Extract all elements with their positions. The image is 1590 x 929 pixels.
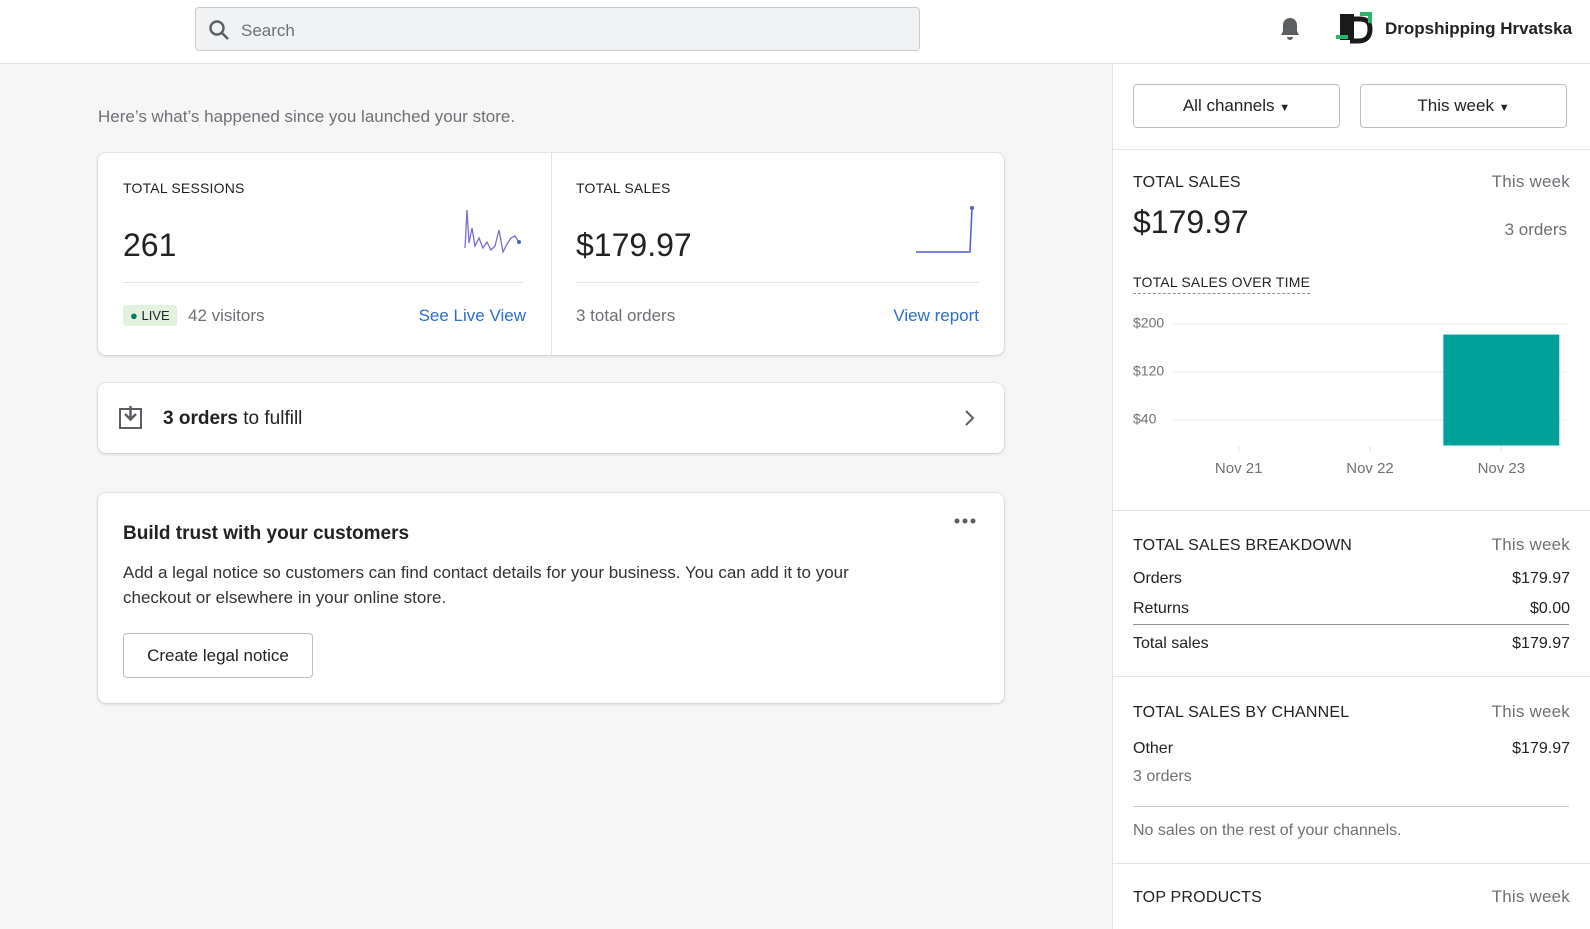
divider [1113, 676, 1590, 677]
visitors-text: 42 visitors [188, 306, 265, 325]
sessions-label: TOTAL SESSIONS [123, 180, 245, 196]
sessions-sparkline [464, 209, 521, 255]
channel-amount: $179.97 [1512, 740, 1570, 757]
sidebar: All channels ▼ This week ▼ TOTAL SALES Th… [1112, 64, 1590, 929]
search-bar[interactable]: Search [195, 7, 920, 51]
breakdown-row: Returns $0.00 [1133, 600, 1570, 618]
channel-header: TOTAL SALES BY CHANNEL This week [1133, 702, 1570, 722]
divider [1113, 510, 1590, 511]
channel-note: No sales on the rest of your channels. [1133, 822, 1402, 839]
top-bar: Search Dropshipping Hrvatska [0, 0, 1590, 64]
live-text: LIVE [141, 308, 170, 323]
breakdown-row: Orders $179.97 [1133, 570, 1570, 588]
period: This week [1491, 535, 1570, 554]
row-value: $179.97 [1512, 570, 1570, 587]
fulfill-text: 3 orders to fulfill [163, 408, 302, 430]
period-filter[interactable]: This week ▼ [1360, 84, 1567, 128]
fulfill-count: 3 orders [163, 408, 238, 429]
channel-orders: 3 orders [1133, 768, 1192, 785]
fulfill-label: to fulfill [243, 408, 303, 429]
live-view-link[interactable]: See Live View [418, 306, 526, 325]
trust-body: Add a legal notice so customers can find… [123, 563, 849, 607]
notifications-icon[interactable] [1278, 16, 1302, 44]
create-legal-notice-button[interactable]: Create legal notice [123, 633, 313, 678]
more-actions[interactable] [953, 517, 977, 525]
search-placeholder: Search [241, 21, 295, 40]
period: This week [1491, 172, 1570, 191]
divider [1113, 149, 1590, 150]
x-tick-label: Nov 23 [1478, 460, 1526, 477]
channel-filter[interactable]: All channels ▼ [1133, 84, 1340, 128]
intro-text: Here’s what’s happened since you launche… [98, 107, 516, 126]
fulfill-icon [119, 406, 142, 429]
section-label: TOTAL SALES [1133, 174, 1241, 191]
section-label: TOTAL SALES BY CHANNEL [1133, 704, 1350, 721]
sales-value: $179.97 [576, 227, 692, 263]
search-icon [209, 20, 229, 40]
row-value: $179.97 [1512, 635, 1570, 652]
divider [1133, 624, 1569, 625]
period: This week [1491, 887, 1570, 906]
divider [1113, 863, 1590, 864]
view-report-link[interactable]: View report [893, 306, 979, 325]
x-tick-label: Nov 22 [1346, 460, 1394, 477]
chevron [965, 410, 975, 426]
section-label: TOTAL SALES BREAKDOWN [1133, 537, 1353, 554]
top-products-header: TOP PRODUCTS This week [1133, 887, 1570, 907]
row-label: Orders [1133, 570, 1182, 587]
trust-card: Build trust with your customers Add a le… [98, 493, 1004, 703]
x-tick-label: Nov 21 [1215, 460, 1263, 477]
channel-name: Other [1133, 740, 1174, 757]
sales-label: TOTAL SALES [576, 180, 671, 196]
channel-row: Other $179.97 [1133, 740, 1570, 758]
breakdown-header: TOTAL SALES BREAKDOWN This week [1133, 535, 1570, 555]
store-name[interactable]: Dropshipping Hrvatska [1385, 19, 1573, 38]
stats-card: TOTAL SESSIONS 261 ● LIVE 42 visitors Se… [98, 153, 1004, 355]
row-label: Total sales [1133, 635, 1209, 652]
period: This week [1491, 702, 1570, 721]
breakdown-row: Total sales $179.97 [1133, 635, 1570, 653]
store-logo[interactable] [1336, 11, 1376, 47]
y-tick-label: $200 [1133, 315, 1164, 331]
divider [576, 282, 979, 283]
total-sales-header: TOTAL SALES This week [1133, 172, 1570, 192]
y-tick-label: $120 [1133, 363, 1164, 379]
sales-sparkline [916, 206, 974, 253]
section-label: TOP PRODUCTS [1133, 889, 1262, 906]
divider [1133, 806, 1569, 807]
orders-text: 3 total orders [576, 306, 676, 325]
filter-label: All channels [1182, 96, 1275, 115]
total-sales-value: $179.97 [1133, 204, 1249, 240]
total-orders: 3 orders [1504, 220, 1567, 239]
row-value: $0.00 [1529, 600, 1570, 617]
divider [123, 282, 523, 283]
fulfill-card[interactable]: 3 orders to fulfill [98, 383, 1004, 453]
bar [1443, 334, 1560, 446]
live-badge: ● LIVE [123, 305, 177, 326]
row-label: Returns [1133, 600, 1190, 617]
sales-chart: $200 $120 $40 Nov 21 Nov 22 Nov 23 [1133, 315, 1567, 477]
y-tick-label: $40 [1133, 411, 1157, 427]
trust-title: Build trust with your customers [123, 523, 410, 544]
sessions-value: 261 [123, 227, 177, 263]
filter-label: This week [1417, 96, 1494, 115]
chart-title: TOTAL SALES OVER TIME [1133, 274, 1311, 294]
divider [551, 153, 552, 355]
